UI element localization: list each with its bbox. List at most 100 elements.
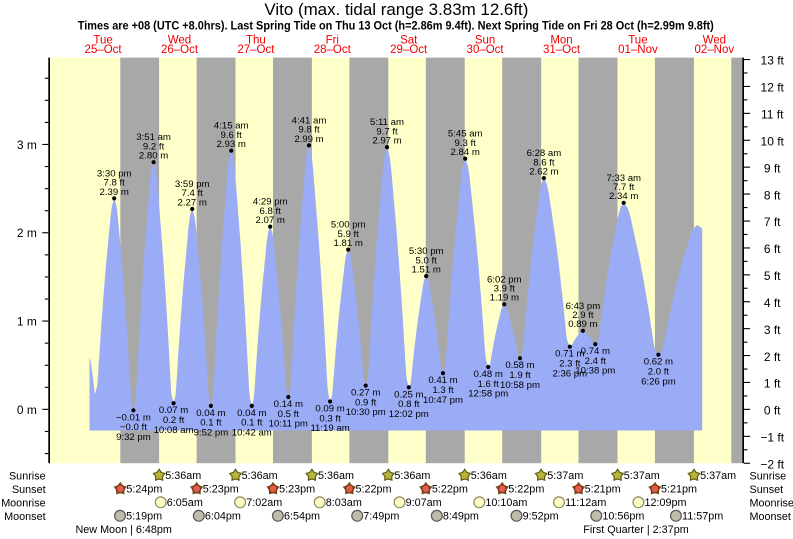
svg-text:3 m: 3 m — [17, 138, 37, 152]
svg-text:9:32 pm: 9:32 pm — [116, 432, 151, 443]
svg-text:0.1 ft: 0.1 ft — [241, 418, 263, 429]
svg-text:2:36 pm: 2:36 pm — [552, 368, 587, 379]
svg-text:2.34 m: 2.34 m — [609, 191, 638, 202]
svg-text:0.04 m: 0.04 m — [237, 408, 266, 419]
svg-text:6:54pm: 6:54pm — [284, 511, 320, 523]
svg-text:9:52 pm: 9:52 pm — [194, 428, 229, 439]
svg-text:8 ft: 8 ft — [764, 188, 781, 202]
svg-text:7.4 ft: 7.4 ft — [182, 188, 204, 199]
svg-text:6:26 pm: 6:26 pm — [641, 376, 676, 387]
svg-text:0.62 m: 0.62 m — [644, 357, 673, 368]
svg-text:Sunset: Sunset — [12, 484, 46, 496]
svg-text:5.9 ft: 5.9 ft — [338, 229, 360, 240]
svg-text:5:19pm: 5:19pm — [126, 511, 162, 523]
svg-text:5:45 am: 5:45 am — [448, 129, 483, 140]
svg-text:6:04pm: 6:04pm — [205, 511, 241, 523]
svg-text:01–Nov: 01–Nov — [618, 44, 658, 56]
svg-text:5.0 ft: 5.0 ft — [416, 255, 438, 266]
svg-text:28–Oct: 28–Oct — [314, 44, 352, 56]
svg-text:Wed: Wed — [168, 34, 191, 46]
svg-text:9:07am: 9:07am — [406, 497, 442, 509]
svg-text:11:19 am: 11:19 am — [310, 423, 349, 434]
svg-text:Times are +08 (UTC +8.0hrs). L: Times are +08 (UTC +8.0hrs). Last Spring… — [78, 20, 714, 32]
svg-text:5 ft: 5 ft — [764, 269, 781, 283]
svg-text:7.8 ft: 7.8 ft — [104, 178, 126, 189]
svg-text:1.81 m: 1.81 m — [334, 238, 363, 249]
svg-text:1.9 ft: 1.9 ft — [509, 370, 531, 381]
svg-text:25–Oct: 25–Oct — [85, 44, 123, 56]
svg-text:First Quarter | 2:37pm: First Quarter | 2:37pm — [583, 524, 688, 536]
svg-text:6:02 pm: 6:02 pm — [487, 274, 522, 285]
svg-text:5:36am: 5:36am — [242, 470, 278, 482]
svg-text:10:58 pm: 10:58 pm — [500, 380, 540, 391]
svg-text:Sunset: Sunset — [750, 484, 784, 496]
svg-text:Fri: Fri — [326, 34, 339, 46]
svg-text:11:12am: 11:12am — [565, 497, 606, 509]
svg-text:2.84 m: 2.84 m — [451, 147, 480, 158]
svg-text:5:24pm: 5:24pm — [126, 484, 162, 496]
svg-text:5:00 pm: 5:00 pm — [331, 220, 366, 231]
svg-text:5:23pm: 5:23pm — [279, 484, 315, 496]
svg-text:9.6 ft: 9.6 ft — [221, 130, 243, 141]
svg-text:13 ft: 13 ft — [761, 54, 785, 68]
svg-text:7 ft: 7 ft — [764, 215, 781, 229]
svg-text:10:08 am: 10:08 am — [154, 425, 194, 436]
svg-text:11:57pm: 11:57pm — [682, 511, 723, 523]
svg-text:9 ft: 9 ft — [764, 161, 781, 175]
svg-text:2.0 ft: 2.0 ft — [648, 367, 670, 378]
svg-text:10:47 pm: 10:47 pm — [423, 395, 463, 406]
svg-text:10:30 pm: 10:30 pm — [346, 407, 386, 418]
svg-text:2.80 m: 2.80 m — [139, 151, 168, 162]
svg-text:10:38 pm: 10:38 pm — [575, 366, 615, 377]
svg-text:0.8 ft: 0.8 ft — [398, 399, 420, 410]
svg-text:2 m: 2 m — [17, 226, 37, 240]
svg-text:Mon: Mon — [550, 34, 572, 46]
svg-text:0.1 ft: 0.1 ft — [200, 418, 222, 429]
svg-text:5:11 am: 5:11 am — [370, 117, 404, 128]
svg-text:Tue: Tue — [93, 34, 112, 46]
svg-text:Sun: Sun — [475, 34, 495, 46]
svg-text:Moonset: Moonset — [4, 511, 45, 523]
svg-text:0.2 ft: 0.2 ft — [163, 415, 185, 426]
svg-text:4 ft: 4 ft — [764, 296, 781, 310]
svg-text:Thu: Thu — [246, 34, 266, 46]
svg-text:2.97 m: 2.97 m — [372, 136, 401, 147]
svg-text:New Moon | 6:48pm: New Moon | 6:48pm — [75, 524, 171, 536]
svg-text:0.27 m: 0.27 m — [351, 388, 380, 399]
svg-text:Moonrise: Moonrise — [1, 498, 45, 510]
svg-text:2.4 ft: 2.4 ft — [585, 356, 607, 367]
svg-text:−0.01 m: −0.01 m — [116, 412, 151, 423]
svg-text:6:43 pm: 6:43 pm — [566, 301, 601, 312]
svg-text:02–Nov: 02–Nov — [694, 44, 734, 56]
svg-text:0.25 m: 0.25 m — [394, 389, 423, 400]
svg-text:12 ft: 12 ft — [761, 81, 785, 95]
svg-text:1 ft: 1 ft — [764, 377, 781, 391]
svg-text:12:09pm: 12:09pm — [645, 497, 687, 509]
svg-text:9.3 ft: 9.3 ft — [455, 138, 477, 149]
svg-text:2.3 ft: 2.3 ft — [559, 359, 581, 370]
svg-text:6:05am: 6:05am — [167, 497, 203, 509]
svg-text:8:03am: 8:03am — [326, 497, 362, 509]
svg-text:0.71 m: 0.71 m — [555, 349, 584, 360]
svg-text:5:22pm: 5:22pm — [432, 484, 468, 496]
svg-text:−0.0 ft: −0.0 ft — [120, 422, 147, 433]
svg-text:0.48 m: 0.48 m — [474, 369, 503, 380]
svg-text:3:51 am: 3:51 am — [136, 132, 171, 143]
svg-text:3:59 pm: 3:59 pm — [175, 179, 210, 190]
svg-text:2.27 m: 2.27 m — [178, 197, 207, 208]
svg-text:1.3 ft: 1.3 ft — [432, 385, 454, 396]
svg-text:1.6 ft: 1.6 ft — [478, 379, 500, 390]
svg-text:2.62 m: 2.62 m — [529, 167, 558, 178]
svg-text:−1 ft: −1 ft — [760, 431, 784, 445]
svg-text:0.07 m: 0.07 m — [159, 405, 188, 416]
svg-text:5:22pm: 5:22pm — [356, 484, 392, 496]
svg-text:0.04 m: 0.04 m — [196, 408, 225, 419]
svg-text:0.09 m: 0.09 m — [315, 404, 344, 415]
svg-text:7.7 ft: 7.7 ft — [613, 182, 635, 193]
svg-text:0 ft: 0 ft — [764, 404, 781, 418]
svg-text:0.5 ft: 0.5 ft — [278, 409, 300, 420]
svg-text:6.8 ft: 6.8 ft — [260, 206, 282, 217]
svg-text:0.58 m: 0.58 m — [505, 360, 534, 371]
svg-text:5:37am: 5:37am — [547, 470, 583, 482]
svg-text:Vito (max. tidal range 3.83m 1: Vito (max. tidal range 3.83m 12.6ft) — [264, 1, 528, 19]
